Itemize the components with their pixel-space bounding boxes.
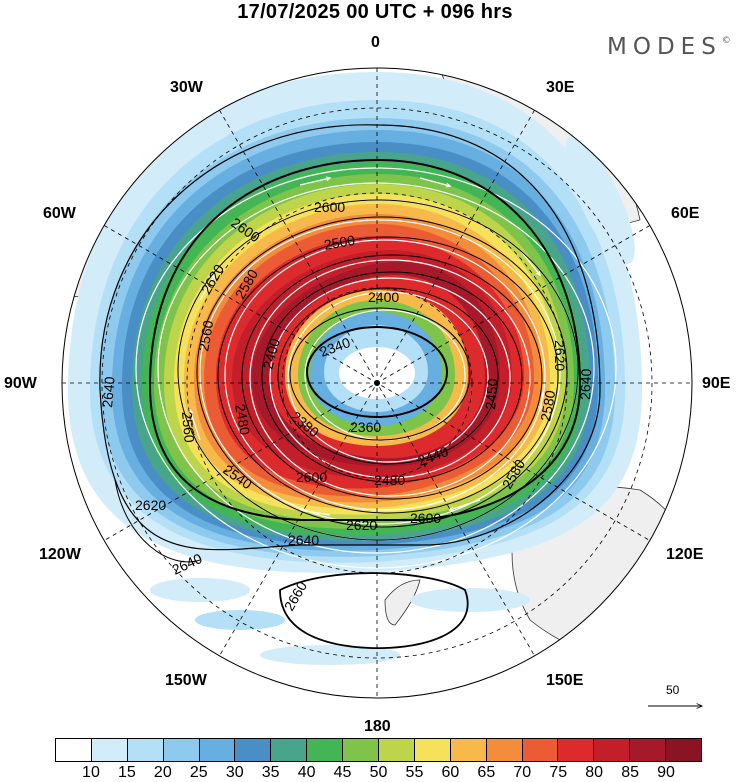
lon-label-150w: 150W [165,672,207,689]
contour-label: 2480 [232,403,253,437]
colorbar-swatch [91,739,128,761]
colorbar-swatch [558,739,595,761]
lon-label-0: 0 [371,34,380,51]
colorbar-swatch [163,739,200,761]
colorbar-tick-label: 85 [621,764,640,781]
contour-label: 2600 [410,510,441,526]
lon-label-30e: 30E [546,79,575,96]
colorbar [55,738,702,762]
colorbar-swatch [630,739,667,761]
colorbar-swatch [127,739,164,761]
contour-label: 2600 [296,469,327,485]
lon-label-60w: 60W [43,205,76,222]
colorbar-swatch [450,739,487,761]
map-content: 2340 2360 2380 2400 2400 2440 2450 2480 … [62,68,692,698]
south-pole-marker [374,380,380,386]
contour-label: 2480 [374,472,405,488]
lon-label-180: 180 [364,718,391,735]
colorbar-swatch [379,739,415,761]
colorbar-tick-label: 60 [441,764,460,781]
colorbar-tick-label: 80 [585,764,604,781]
colorbar-swatch [666,739,702,761]
copyright-mark: © [721,36,731,46]
brand-name: MODES [607,34,722,60]
colorbar-swatch [594,739,631,761]
colorbar-tick-label: 10 [82,764,100,781]
contour-label: 2640 [99,376,118,409]
colorbar-tick-label: 40 [297,764,316,781]
lon-label-90w: 90W [4,375,37,392]
colorbar-swatch [343,739,380,761]
colorbar-swatch [199,739,236,761]
colorbar-tick-label: 45 [333,764,352,781]
contour-label: 2560 [195,319,216,353]
colorbar-swatch [235,739,272,761]
colorbar-swatch [307,739,344,761]
lon-label-30w: 30W [170,79,203,96]
colorbar-swatch [522,739,559,761]
colorbar-tick-label: 25 [189,764,208,781]
brand-logo: MODES© [607,34,731,60]
contour-label: 2620 [135,497,166,513]
contour-label: 2500 [323,232,357,253]
colorbar-tick-label: 20 [153,764,172,781]
contour-label: 2620 [346,517,377,533]
colorbar-tick-label: 35 [261,764,280,781]
colorbar-tick-label: 15 [117,764,136,781]
colorbar-tick-label: 65 [477,764,496,781]
lon-label-150e: 150E [546,672,584,689]
colorbar-tick-label: 75 [549,764,568,781]
colorbar-swatch [414,739,451,761]
colorbar-swatch [56,739,92,761]
lon-label-120w: 120W [39,546,81,563]
colorbar-tick-label: 50 [369,764,388,781]
contour-label: 2450 [482,378,501,411]
colorbar-tick-label: 70 [513,764,532,781]
lon-label-90e: 90E [702,375,731,392]
colorbar-tick-label: 55 [405,764,424,781]
contour-label: 2400 [259,336,283,370]
contour-label: 2360 [350,419,381,435]
contour-label: 2640 [577,368,594,400]
contour-label: 2620 [552,340,568,371]
height-contours [99,124,601,649]
contour-label: 2600 [314,199,345,215]
contour-label: 2640 [288,532,319,548]
map-title: 17/07/2025 00 UTC + 096 hrs [237,1,513,23]
map-boundary [61,67,693,699]
lon-label-60e: 60E [671,205,700,222]
contour-label: 2400 [368,289,399,305]
lon-label-120e: 120E [666,546,704,563]
colorbar-tick-label: 90 [657,764,675,781]
colorbar-swatch [486,739,523,761]
reference-vector-label: 50 [666,683,680,697]
contour-label: 2560 [179,411,198,444]
contour-label: 2580 [537,389,558,423]
colorbar-swatch [271,739,308,761]
colorbar-tick-label: 30 [225,764,244,781]
